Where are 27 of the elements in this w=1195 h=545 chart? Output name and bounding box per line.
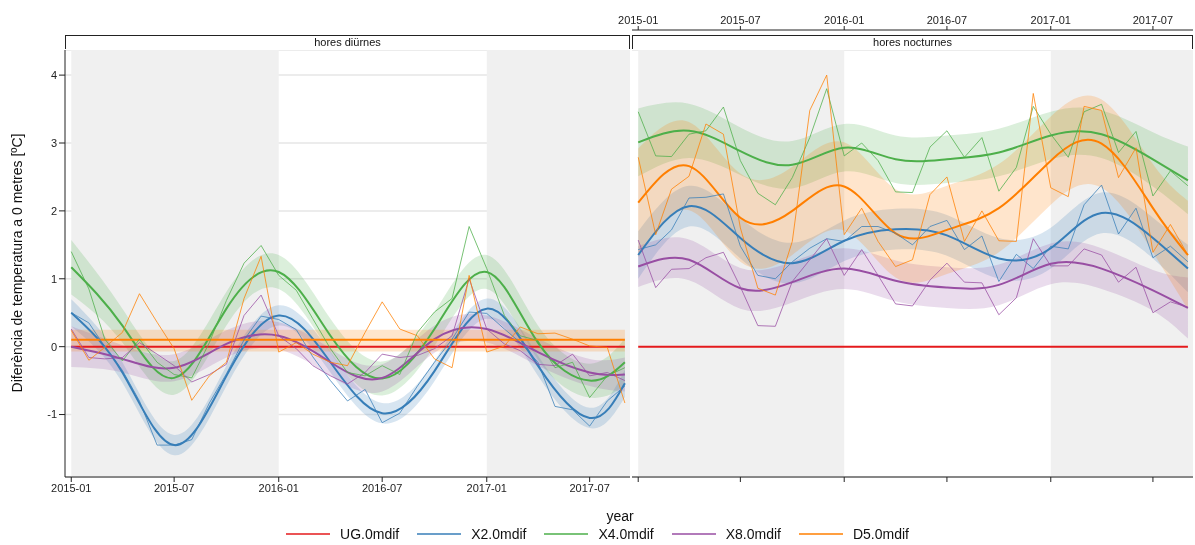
legend-label: X2.0mdif <box>471 526 527 542</box>
y-tick-label: 4 <box>50 69 57 82</box>
x-tick-label: 2016-01 <box>258 481 299 494</box>
x2-tick-label: 2017-07 <box>1132 14 1174 26</box>
x-tick-label: 2016-07 <box>361 481 403 494</box>
y-tick-label: 2 <box>50 204 57 217</box>
x2-tick-label: 2017-01 <box>1030 14 1071 26</box>
y-axis-title: Diferència de temperatura a 0 metres [ºC] <box>8 132 26 395</box>
legend-label: X8.0mdif <box>725 526 781 542</box>
x2-tick-label: 2016-01 <box>824 14 865 26</box>
x2-tick-label: 2015-01 <box>618 14 659 26</box>
x2-tick-label: 2015-07 <box>720 14 761 26</box>
legend-label: X4.0mdif <box>598 526 654 542</box>
chart-title: hores diürnes <box>65 35 630 49</box>
x-tick-label: 2017-07 <box>569 481 610 494</box>
x-tick-label: 2017-01 <box>466 481 507 494</box>
y-tick-label: 3 <box>50 136 57 149</box>
y-tick-label: -1 <box>47 408 57 421</box>
x2-tick-label: 2016-07 <box>926 14 968 26</box>
y-tick-label: 0 <box>50 340 57 353</box>
y-tick-label: 1 <box>50 272 57 285</box>
x-axis-title: year <box>605 508 635 524</box>
chart-title: hores nocturnes <box>632 35 1193 49</box>
x-tick-label: 2015-01 <box>51 481 92 494</box>
legend-label: D5.0mdif <box>852 526 909 542</box>
x-tick-label: 2015-07 <box>153 481 195 494</box>
legend-label: UG.0mdif <box>340 526 400 542</box>
